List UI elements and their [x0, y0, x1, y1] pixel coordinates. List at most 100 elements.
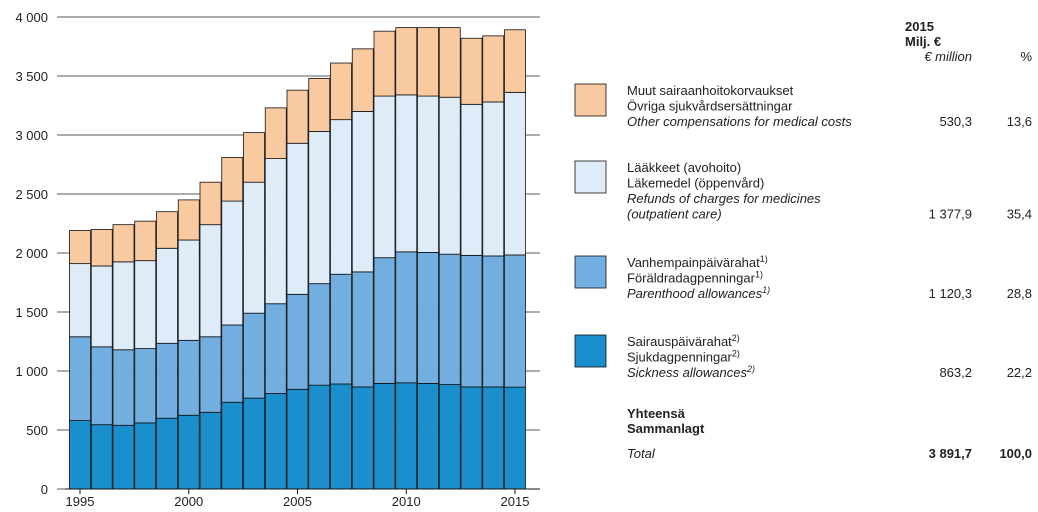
bar-segment — [134, 260, 157, 349]
bar-segment — [134, 220, 157, 262]
header-unit-en: € million — [924, 49, 972, 64]
bar-segment — [90, 265, 113, 348]
y-tick-label: 3 000 — [15, 128, 48, 143]
legend-value: 1 377,9 — [929, 207, 972, 222]
bar-segment — [504, 386, 526, 490]
bar-segment — [438, 96, 461, 255]
bar-segment — [308, 131, 331, 285]
bar-segment — [264, 393, 287, 490]
bar-segment — [373, 257, 396, 384]
legend-text: Läkemedel (öppenvård) — [627, 176, 764, 191]
x-tick-label: 2010 — [392, 494, 421, 509]
bar-segment — [264, 158, 287, 305]
bar-segment — [395, 251, 418, 384]
bar-segment — [177, 239, 200, 341]
legend-label: Sjukdagpenningar2) — [627, 349, 740, 365]
legend-label: Muut sairaanhoitokorvaukset — [627, 83, 794, 98]
x-tick-label: 2000 — [174, 494, 203, 509]
legend-share: 22,2 — [1007, 365, 1032, 380]
bar-segment — [395, 94, 418, 253]
bar-segment — [221, 401, 244, 490]
legend-note: 2) — [732, 349, 740, 359]
legend-swatch — [574, 255, 607, 289]
bar-segment — [330, 119, 352, 275]
bar-segment — [221, 324, 244, 403]
bar-segment — [264, 107, 287, 160]
bar-segment — [482, 386, 505, 490]
bar-segment — [112, 261, 135, 351]
legend-text: Övriga sjukvårdsersättningar — [627, 99, 793, 114]
legend-label: Läkemedel (öppenvård) — [627, 176, 764, 191]
bar-segment — [330, 383, 352, 490]
bar-segment — [482, 35, 505, 103]
bar-segment — [438, 384, 461, 490]
header-share: % — [1020, 49, 1032, 64]
bar-segment — [156, 342, 178, 419]
bar-segment — [460, 254, 483, 388]
bar-segment — [69, 336, 91, 421]
legend-swatch — [574, 334, 607, 368]
bar-segment — [69, 230, 91, 265]
legend-label: Lääkkeet (avohoito) — [627, 160, 741, 175]
total-label: Yhteensä — [627, 406, 686, 421]
bar-segment — [199, 181, 222, 226]
total-value: 3 891,7 — [929, 446, 972, 461]
bar-segment — [417, 27, 439, 97]
legend-text: Föräldradagpenningar — [627, 271, 756, 286]
x-tick-label: 2015 — [501, 494, 530, 509]
legend-text: Sjukdagpenningar — [627, 350, 732, 365]
bar-segment — [286, 388, 309, 490]
bar-segment — [69, 263, 91, 338]
legend-note: 1) — [755, 270, 763, 280]
legend-note: 2) — [732, 333, 740, 343]
legend-note: 1) — [762, 285, 770, 295]
bar-segment — [286, 293, 309, 390]
bar-segment — [243, 132, 265, 183]
legend-note: 1) — [760, 254, 768, 264]
legend-label: Refunds of charges for medicines — [627, 191, 821, 206]
bar-segment — [460, 37, 483, 105]
bar-segment — [460, 386, 483, 490]
bar-segment — [504, 29, 526, 93]
legend-text: Parenthood allowances — [627, 286, 763, 301]
bar-segment — [351, 48, 374, 112]
bar-segment — [221, 157, 244, 202]
total-share: 100,0 — [999, 446, 1032, 461]
bar-segment — [308, 283, 331, 386]
legend-swatch — [574, 83, 607, 117]
legend-note: 2) — [746, 364, 755, 374]
bar-segment — [221, 200, 244, 326]
legend-label: Föräldradagpenningar1) — [627, 270, 763, 286]
bar-segment — [395, 382, 418, 490]
bar-segment — [395, 27, 418, 96]
bar-segment — [351, 111, 374, 273]
bar-segment — [112, 224, 135, 263]
legend-text: (outpatient care) — [627, 207, 722, 222]
bar-segment — [438, 253, 461, 385]
bar-segment — [199, 224, 222, 338]
total-label-sv: Sammanlagt — [627, 421, 705, 436]
bar-segment — [177, 199, 200, 241]
legend-label: (outpatient care) — [627, 207, 722, 222]
x-tick-label: 1995 — [66, 494, 95, 509]
bar-segment — [243, 397, 265, 490]
bar-segment — [438, 27, 461, 98]
bar-segment — [134, 348, 157, 424]
bar-segment — [177, 414, 200, 490]
bar-segment — [112, 424, 135, 490]
bar-segment — [308, 77, 331, 132]
bar-segment — [330, 273, 352, 385]
y-tick-label: 2 000 — [15, 246, 48, 261]
bar-segment — [417, 95, 439, 253]
legend-label: Parenthood allowances1) — [627, 285, 770, 301]
legend-text: Other compensations for medical costs — [627, 114, 852, 129]
bar-segment — [351, 386, 374, 490]
legend-value: 1 120,3 — [929, 286, 972, 301]
bar-segment — [482, 101, 505, 257]
bar-segment — [308, 384, 331, 490]
bar-segment — [504, 254, 526, 388]
y-tick-label: 500 — [26, 423, 48, 438]
legend-share: 28,8 — [1007, 286, 1032, 301]
bar-segment — [504, 91, 526, 256]
